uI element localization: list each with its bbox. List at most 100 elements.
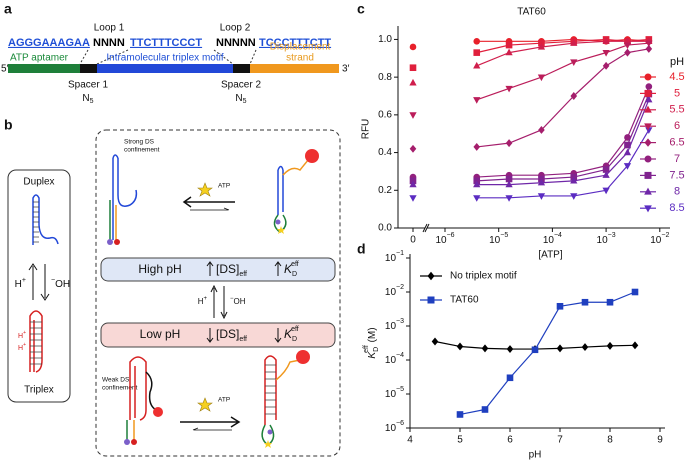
tick-base: 10 — [385, 389, 397, 400]
marker — [623, 37, 632, 44]
ds-label: [DS]eff — [216, 327, 247, 343]
legend-label: 6 — [674, 120, 680, 132]
oh: OH — [55, 279, 70, 290]
series-line — [605, 144, 628, 170]
panel-a: Loop 1 Loop 2 AGGGAAAGAA NNNN TTCTTTCCCT… — [1, 23, 350, 105]
y-tick-label: 10−6 — [385, 420, 404, 434]
kd-label: KDeff — [284, 326, 299, 343]
y-tick-label: 0.0 — [378, 223, 392, 234]
marker — [456, 411, 464, 418]
tick-exponent: −1 — [396, 250, 404, 257]
note: Weak DS — [102, 377, 130, 384]
segment-label: Displacement — [270, 42, 331, 53]
marker — [602, 171, 610, 178]
legend-marker — [427, 296, 435, 304]
x-tick-label: 9 — [657, 435, 663, 446]
marker — [537, 43, 546, 50]
high-ph-bound-icon — [107, 154, 138, 245]
sub: eff — [239, 336, 247, 343]
series-line — [508, 46, 542, 54]
series-line — [541, 176, 574, 180]
marker — [645, 44, 653, 53]
legend-marker — [644, 105, 652, 113]
marker — [409, 195, 417, 202]
series-line — [573, 40, 607, 44]
condition-label: Low pH — [140, 327, 181, 341]
marker — [431, 337, 439, 346]
marker — [556, 302, 564, 310]
legend-label: 6.5 — [669, 137, 684, 149]
marker — [481, 406, 489, 413]
marker — [409, 64, 417, 72]
legend-label: 8 — [674, 186, 680, 198]
tick-exponent: −2 — [661, 232, 669, 239]
series-line — [476, 178, 510, 182]
low-ph-bound-icon — [124, 356, 163, 445]
x-tick-label: 10−3 — [597, 232, 616, 246]
marker — [556, 344, 564, 353]
acid-label: H+ — [15, 277, 26, 290]
legend-label: 5 — [674, 87, 680, 99]
series-line — [541, 172, 574, 176]
series-line — [573, 165, 607, 174]
oh: OH — [234, 297, 246, 306]
strand-spacer — [233, 64, 250, 73]
marker — [537, 74, 546, 82]
arrow — [274, 328, 282, 343]
series-line — [573, 174, 607, 182]
segment-label: Intramolecular triplex motif — [106, 53, 223, 64]
proton-label: H+ — [18, 330, 26, 340]
h: H — [15, 279, 22, 290]
marker — [570, 176, 578, 184]
k: K — [284, 262, 293, 276]
marker — [570, 39, 578, 46]
marker — [602, 166, 610, 173]
y-axis-label: RFU — [361, 119, 372, 140]
series-line — [573, 189, 607, 197]
guide — [96, 49, 129, 65]
legend-marker — [644, 187, 652, 195]
base-label: −OH — [230, 296, 246, 307]
legend-label: 8.5 — [669, 202, 684, 214]
marker — [624, 141, 631, 149]
legend-label: 5.5 — [669, 104, 684, 116]
legend-marker — [427, 271, 435, 281]
sup: − — [230, 296, 234, 302]
marker — [473, 180, 481, 188]
spacer-sub: 5 — [90, 98, 94, 105]
tick-base: 10 — [597, 235, 609, 246]
marker — [623, 163, 632, 170]
state-label: Duplex — [23, 177, 54, 188]
sup: eff — [291, 326, 299, 333]
tick-base: 10 — [543, 235, 555, 246]
legend-marker — [644, 171, 652, 179]
marker — [538, 125, 545, 134]
y-tick-label: 0.6 — [378, 109, 392, 120]
sup: − — [51, 277, 55, 284]
series-line — [541, 61, 575, 78]
tick-exponent: −3 — [396, 318, 404, 325]
marker — [505, 139, 513, 148]
series-line — [459, 345, 486, 349]
marker — [645, 127, 653, 134]
atp-star — [197, 397, 213, 412]
series-line — [627, 48, 649, 54]
panel-b: Duplex H+ −OH H+ H+ Triplex Strong DS co… — [7, 129, 341, 457]
series-line — [484, 347, 511, 350]
strand-aptamer — [8, 64, 80, 73]
y-tick-label: 0.4 — [378, 147, 392, 158]
series-line — [534, 347, 561, 350]
spacer-label: N5 — [82, 93, 93, 105]
series-line — [509, 42, 542, 46]
marker — [505, 180, 513, 188]
series-line — [605, 165, 628, 191]
sequence: AGGGAAAGAA — [8, 37, 90, 49]
guide — [79, 49, 89, 65]
series-line — [509, 182, 542, 186]
low-ph-bar — [100, 322, 336, 348]
equilibrium-box — [7, 169, 71, 403]
marker — [473, 38, 481, 45]
marker — [537, 193, 546, 200]
series-line — [509, 349, 536, 379]
marker — [505, 85, 513, 93]
